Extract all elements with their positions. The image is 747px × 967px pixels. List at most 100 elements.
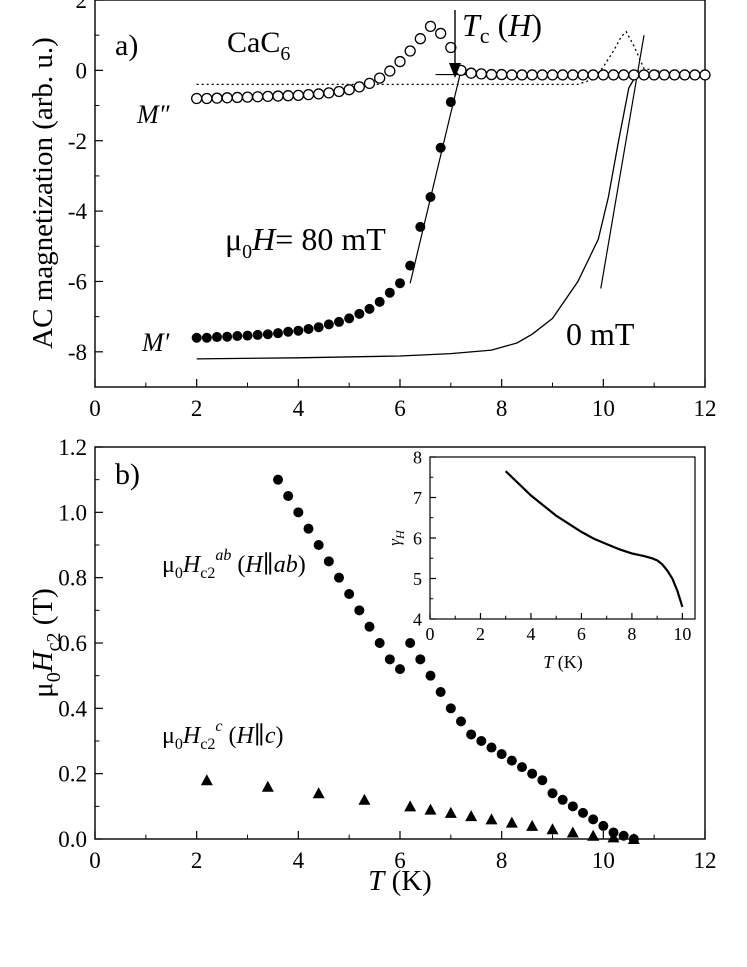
panel-a-title: CaC6 (227, 26, 290, 65)
data-point-hc2-ab (557, 794, 568, 805)
data-point-hc2-ab (567, 801, 578, 812)
y-tick-label: 1.0 (58, 500, 87, 525)
inset-chart: 0 2 4 6 8 10 4 5 6 7 8 γH T (K) (385, 447, 696, 673)
data-point-m-imag (323, 87, 335, 99)
data-point-hc2-c (566, 826, 579, 838)
data-point-m-imag (363, 77, 376, 90)
y-tick-label: 0.6 (58, 631, 87, 656)
y-tick-label: 0.0 (58, 827, 87, 852)
data-point-m-imag (526, 69, 538, 81)
data-point-m-imag (445, 41, 457, 54)
y-tick-label: 0.2 (58, 762, 87, 787)
data-point-m-imag (648, 69, 660, 81)
data-point-m-imag (485, 68, 498, 81)
x-tick-label: 2 (476, 624, 485, 644)
data-point-m-real (334, 316, 344, 327)
x-tick-label: 6 (577, 624, 586, 644)
data-point-m-imag (252, 91, 264, 103)
data-point-hc2-c (312, 787, 325, 799)
x-tick-label: 6 (394, 848, 406, 873)
data-point-hc2-ab (384, 654, 395, 665)
data-point-hc2-ab (598, 820, 609, 831)
data-point-m-imag (333, 85, 345, 98)
data-point-m-real (323, 319, 334, 330)
data-point-m-imag (567, 69, 579, 81)
data-point-m-imag (496, 68, 508, 81)
data-point-hc2-ab (496, 749, 507, 760)
panel-a-ylabel: AC magnetization (arb. u.) (27, 37, 59, 349)
data-point-m-real (212, 332, 222, 343)
x-tick-label: 0 (89, 396, 101, 421)
data-point-m-imag (557, 69, 569, 81)
data-point-m-real (201, 332, 212, 343)
y-tick-label: 1.2 (58, 435, 87, 460)
inset-ylabel: γH (385, 529, 407, 546)
data-point-m-real (283, 326, 294, 337)
panel-a: 0 2 4 6 8 10 12 -8 -6 -4 -2 0 2 a) CaC6 Tc (H) μ0H= … (27, 0, 717, 421)
data-point-hc2-ab (435, 687, 446, 697)
data-point-m-imag (506, 69, 518, 81)
y-tick-label: -2 (68, 129, 87, 154)
data-point-m-imag (607, 69, 620, 81)
m-real-label: M′ (141, 328, 170, 357)
data-point-hc2-c (424, 803, 437, 815)
data-point-hc2-c (546, 823, 559, 835)
c-label: μ0Hc2c (H∥c) (162, 718, 284, 753)
data-point-m-imag (302, 88, 315, 101)
data-point-m-imag (374, 72, 386, 84)
data-point-m-real (425, 192, 436, 203)
data-point-hc2-ab (425, 670, 436, 681)
data-point-hc2-ab (486, 742, 497, 753)
data-point-hc2-c (505, 816, 518, 828)
data-point-hc2-ab (456, 716, 466, 727)
data-point-m-imag (201, 92, 213, 105)
data-point-m-imag (658, 69, 670, 81)
data-point-m-real (445, 97, 456, 108)
field-0mT-label: 0 mT (566, 316, 635, 352)
data-point-m-real (405, 260, 416, 271)
data-point-m-imag (668, 69, 681, 81)
series-gamma-h (504, 470, 684, 608)
data-point-m-imag (282, 90, 294, 102)
data-point-m-imag (353, 81, 365, 93)
panel-a-data (191, 20, 711, 360)
data-point-hc2-ab (445, 703, 456, 714)
data-point-hc2-c (587, 829, 600, 841)
series-dotted-0mT (196, 30, 705, 86)
data-point-hc2-ab (588, 814, 599, 825)
x-tick-label: 8 (496, 848, 508, 873)
x-tick-label: 0 (426, 624, 435, 644)
data-point-m-real (303, 323, 314, 334)
data-point-m-real (364, 303, 375, 314)
data-point-hc2-c (607, 831, 620, 843)
inset-data (504, 470, 684, 608)
x-tick-label: 8 (627, 624, 636, 644)
data-point-m-imag (435, 27, 447, 40)
data-point-m-real (273, 328, 283, 339)
panel-a-tick-labels: 0 2 4 6 8 10 12 -8 -6 -4 -2 0 2 (68, 0, 717, 421)
y-tick-label: -4 (68, 199, 88, 224)
data-point-hc2-c (358, 793, 371, 805)
data-point-m-imag (536, 69, 548, 81)
data-point-m-imag (384, 65, 396, 77)
data-point-m-real (262, 329, 273, 340)
data-point-m-imag (546, 69, 559, 81)
y-tick-label: 7 (413, 488, 422, 508)
data-point-m-imag (272, 90, 284, 102)
panel-b-ylabel: μ0Hc2 (T) (27, 588, 65, 698)
data-point-m-imag (597, 69, 609, 81)
data-point-m-imag (516, 69, 528, 81)
inset-ticks (429, 456, 683, 620)
data-point-hc2-ab (547, 788, 558, 799)
panel-b-xlabel: T (K) (368, 865, 432, 897)
data-point-m-imag (231, 91, 243, 104)
panel-b: 0 2 4 6 8 10 12 0.0 0.2 0.4 0.6 0.8 1.0 1.2 b) μ0Hc2a… (27, 435, 717, 897)
data-point-m-real (222, 331, 233, 342)
field-80mT-label: μ0H= 80 mT (225, 221, 386, 263)
data-point-hc2-ab (405, 638, 416, 648)
data-point-hc2-ab (313, 540, 324, 550)
data-point-m-real (232, 330, 243, 341)
data-point-m-real (191, 332, 202, 343)
x-tick-label: 12 (694, 848, 717, 873)
